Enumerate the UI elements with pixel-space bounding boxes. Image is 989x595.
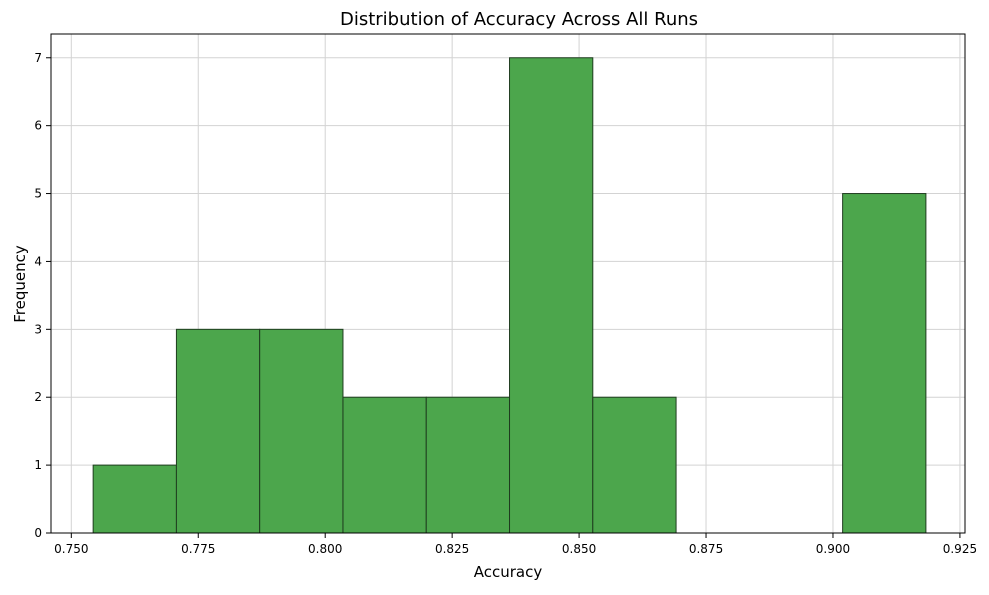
y-tick-label: 2 — [34, 390, 42, 404]
y-tick-label: 6 — [34, 119, 42, 133]
x-tick-label: 0.750 — [54, 542, 88, 556]
x-tick-label: 0.875 — [689, 542, 723, 556]
y-tick-label: 0 — [34, 526, 42, 540]
x-tick-label: 0.850 — [562, 542, 596, 556]
histogram-bar — [175, 328, 261, 534]
y-tick-label: 7 — [34, 51, 42, 65]
x-axis-label: Accuracy — [474, 563, 543, 581]
histogram-bar — [92, 464, 177, 534]
histogram-bar — [425, 396, 511, 534]
y-ticks: 0 1 2 3 4 5 6 7 — [34, 51, 51, 540]
x-ticks: 0.750 0.775 0.800 0.825 0.850 0.875 0.900 0.925 — [54, 533, 977, 556]
bars-layer — [92, 57, 927, 534]
histogram-bar — [509, 57, 594, 534]
x-tick-label: 0.925 — [943, 542, 977, 556]
chart-title: Distribution of Accuracy Across All Runs — [340, 9, 698, 30]
histogram-bar — [259, 328, 344, 534]
y-tick-label: 1 — [34, 458, 42, 472]
axes-frame — [50, 33, 966, 534]
y-tick-label: 5 — [34, 187, 42, 201]
y-axis-label: Frequency — [11, 245, 29, 323]
x-tick-label: 0.775 — [181, 542, 215, 556]
x-tick-label: 0.825 — [435, 542, 469, 556]
x-tick-label: 0.900 — [816, 542, 850, 556]
histogram-bar — [842, 193, 927, 534]
histogram-bar — [592, 396, 677, 534]
x-tick-label: 0.800 — [308, 542, 342, 556]
histogram-bar — [342, 396, 427, 534]
y-tick-label: 3 — [34, 322, 42, 336]
y-tick-label: 4 — [34, 254, 42, 268]
